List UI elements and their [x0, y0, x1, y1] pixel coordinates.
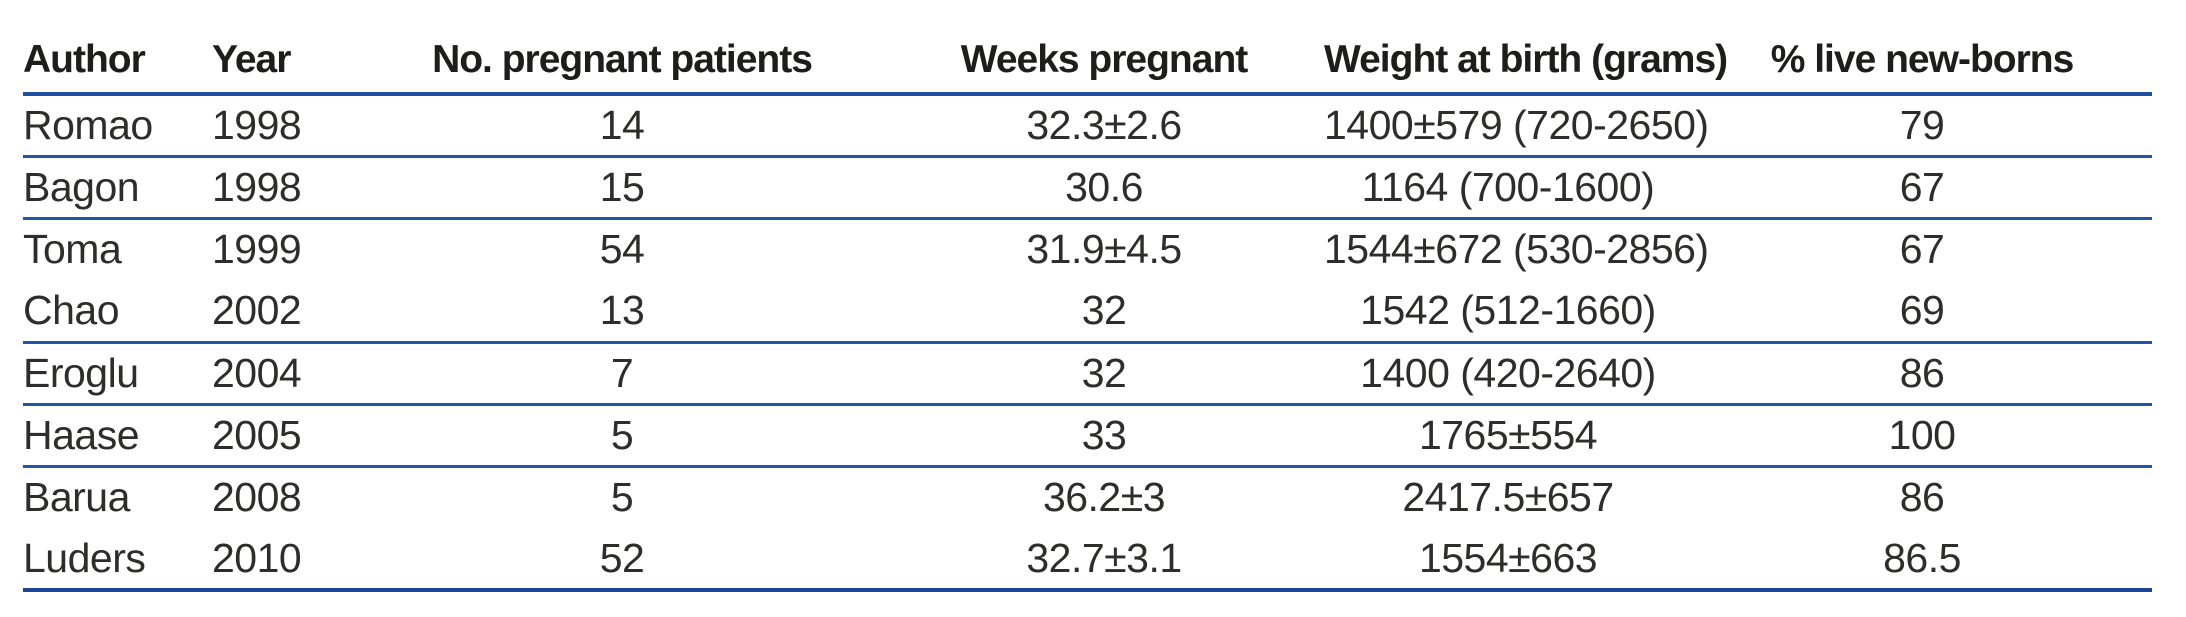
table-row-eroglu: Eroglu 2004 7 32 1400 (420-2640) 86 [23, 342, 2152, 404]
table-row-bagon: Bagon 1998 15 30.6 1164 (700-1600) 67 [23, 156, 2152, 218]
cell-year: 2002 [212, 286, 302, 333]
cell-patients: 13 [599, 286, 645, 333]
table-header: Author Year No. pregnant patients Weeks … [23, 0, 2152, 94]
cell-weeks: 32 [1081, 286, 1127, 333]
cell-author: Toma [23, 226, 122, 273]
cell-weeks: 33 [1081, 411, 1127, 458]
cell-author: Barua [23, 474, 130, 521]
column-header-weight: Weight at birth (grams) [1324, 38, 1728, 81]
cell-weeks: 30.6 [1065, 163, 1143, 210]
cell-patients: 5 [610, 411, 634, 458]
cell-weight: 1400 (420-2640) [1360, 349, 1656, 396]
table-row-haase: Haase 2005 5 33 1765±554 100 [23, 404, 2152, 466]
cell-weight: 1765±554 [1418, 411, 1598, 458]
cell-weeks: 32.3±2.6 [1026, 101, 1182, 148]
cell-year: 1998 [212, 163, 302, 210]
cell-live: 67 [1899, 226, 1945, 273]
cell-author: Romao [23, 101, 153, 148]
table-body: Romao 1998 14 32.3±2.6 1400±579 (720-265… [23, 94, 2152, 590]
cell-weight: 1164 (700-1600) [1361, 163, 1655, 210]
cell-year: 2008 [212, 474, 302, 521]
cell-author: Luders [23, 534, 146, 581]
table-row-luders: Luders 2010 52 32.7±3.1 1554±663 86.5 [23, 528, 2152, 590]
studies-outcomes-table: Author Year No. pregnant patients Weeks … [23, 0, 2152, 592]
column-header-live: % live new-borns [1770, 38, 2075, 81]
column-header-author: Author [23, 38, 146, 81]
cell-live: 86.5 [1883, 534, 1961, 581]
table-row-toma: Toma 1999 54 31.9±4.5 1544±672 (530-2856… [23, 218, 2152, 280]
cell-patients: 5 [610, 474, 634, 521]
cell-live: 79 [1899, 101, 1945, 148]
column-header-weeks: Weeks pregnant [960, 38, 1249, 81]
cell-patients: 52 [599, 534, 645, 581]
table-row-barua: Barua 2008 5 36.2±3 2417.5±657 86 [23, 466, 2152, 528]
cell-year: 2010 [212, 534, 302, 581]
column-header-year: Year [212, 38, 291, 81]
header-row: Author Year No. pregnant patients Weeks … [23, 0, 2152, 94]
cell-patients: 7 [610, 349, 634, 396]
cell-weeks: 32.7±3.1 [1026, 534, 1182, 581]
table-row-romao: Romao 1998 14 32.3±2.6 1400±579 (720-265… [23, 94, 2152, 156]
cell-live: 100 [1888, 411, 1956, 458]
cell-live: 86 [1899, 349, 1945, 396]
table-row-chao: Chao 2002 13 32 1542 (512-1660) 69 [23, 280, 2152, 342]
column-header-patients: No. pregnant patients [432, 38, 813, 81]
cell-year: 2005 [212, 411, 302, 458]
cell-live: 67 [1899, 163, 1945, 210]
cell-weeks: 31.9±4.5 [1026, 226, 1182, 273]
cell-author: Bagon [23, 163, 140, 210]
cell-live: 86 [1899, 474, 1945, 521]
cell-weight: 1544±672 (530-2856) [1324, 226, 1709, 273]
cell-live: 69 [1899, 286, 1945, 333]
cell-weight: 1542 (512-1660) [1360, 286, 1656, 333]
cell-author: Eroglu [23, 349, 139, 396]
cell-patients: 14 [599, 101, 645, 148]
cell-patients: 54 [599, 226, 645, 273]
cell-weeks: 36.2±3 [1042, 474, 1166, 521]
cell-author: Chao [23, 286, 120, 333]
cell-year: 1999 [212, 226, 302, 273]
cell-weeks: 32 [1081, 349, 1127, 396]
cell-weight: 1554±663 [1418, 534, 1598, 581]
cell-patients: 15 [599, 163, 645, 210]
cell-author: Haase [23, 411, 140, 458]
cell-year: 2004 [212, 349, 302, 396]
cell-weight: 2417.5±657 [1402, 474, 1614, 521]
cell-weight: 1400±579 (720-2650) [1324, 101, 1709, 148]
cell-year: 1998 [212, 101, 302, 148]
